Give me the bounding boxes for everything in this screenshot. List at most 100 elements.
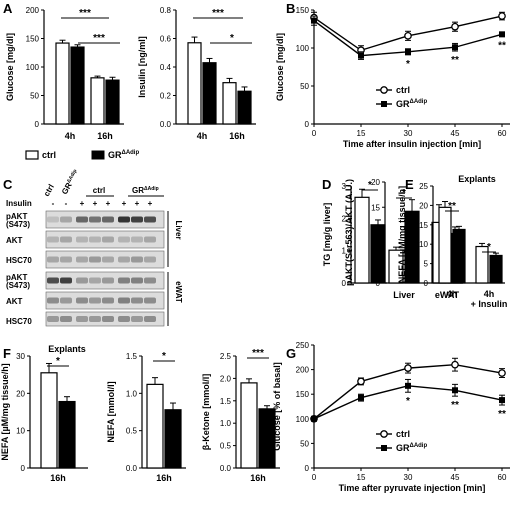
F2-y-tick-label: 1.5 <box>126 352 138 361</box>
A1-bar-ctrl <box>90 77 105 125</box>
D-y-axis-label: TG [mg/g liver] <box>322 203 332 267</box>
D-y-tick-label: 2 <box>342 214 347 223</box>
F2-bar-ctrl <box>146 383 164 469</box>
legend-gr-swatch <box>91 150 105 160</box>
B-legend-gr-marker <box>381 101 387 107</box>
B-point-gr <box>405 48 411 55</box>
blot-band <box>118 256 130 263</box>
F3-y-tick-label: 0.5 <box>220 442 232 451</box>
A1-y-tick-label: 50 <box>30 92 39 101</box>
A1-y-tick-label: 150 <box>26 35 40 44</box>
legend-gr-superscript: ΔAdip <box>122 150 140 156</box>
F3-y-tick-label: 0.0 <box>220 464 232 473</box>
D-y-tick-label: 1 <box>342 247 347 256</box>
F2-significance: * <box>162 351 166 362</box>
G-x-axis-label: Time after pyruvate injection [min] <box>339 483 486 493</box>
blot-insulin-mark: + <box>135 199 140 208</box>
blot-insulin-label: Insulin <box>6 199 32 208</box>
blot-band <box>131 236 143 243</box>
E-y-tick-label: 10 <box>419 240 428 249</box>
blot-insulin-mark: - <box>52 199 55 208</box>
A2-y-tick-label: 0.6 <box>160 35 172 44</box>
blot-band <box>47 316 59 322</box>
legend-ctrl-label: ctrl <box>42 150 56 160</box>
F3-bar-gr <box>258 408 276 469</box>
blot-band <box>60 297 72 304</box>
blot-band <box>60 277 72 284</box>
panel-letter-G: G <box>286 346 296 361</box>
E-bar-gr <box>452 228 466 284</box>
A1-y-tick-label: 100 <box>26 63 40 72</box>
blot-tissue-liver: Liver <box>174 220 183 239</box>
blot-band <box>102 297 114 304</box>
G-legend-ctrl-label: ctrl <box>396 429 410 439</box>
D-y-tick-label: 0 <box>342 279 347 288</box>
D-bar-ctrl <box>354 196 370 284</box>
A1-category-label: 4h <box>65 131 76 141</box>
blot-band <box>144 216 156 223</box>
blot-row-label: AKT <box>6 236 23 245</box>
blot-band <box>89 216 101 223</box>
G-point-ctrl <box>404 364 412 372</box>
A1-bar-ctrl <box>55 42 70 125</box>
F3-y-tick-label: 1.5 <box>220 397 232 406</box>
B-point-gr <box>452 44 458 51</box>
blot-band <box>131 277 143 284</box>
F2-category-label: 16h <box>156 473 172 483</box>
blot-band <box>102 277 114 284</box>
C-bar-gr <box>404 210 420 284</box>
G-y-tick-label: 100 <box>296 415 310 424</box>
G-y-tick-label: 250 <box>296 341 310 350</box>
D-bar-gr <box>370 224 386 284</box>
blot-band <box>144 316 156 322</box>
G-significance: ** <box>451 400 459 411</box>
blot-band <box>89 297 101 304</box>
blot-band <box>118 297 130 304</box>
C-y-tick-label: 20 <box>371 178 380 187</box>
B-x-tick-label: 45 <box>451 129 460 138</box>
blot-row-label: (S473) <box>6 220 30 229</box>
blot-band <box>60 256 72 263</box>
G-significance: ** <box>498 409 506 420</box>
A2-bar-ctrl <box>187 42 202 125</box>
G-x-tick-label: 30 <box>404 473 413 482</box>
A2-bar-gr <box>202 62 217 125</box>
F1-bar-gr <box>58 400 76 469</box>
G-y-tick-label: 50 <box>300 439 309 448</box>
panel-letter-C: C <box>3 177 13 192</box>
A2-significance: *** <box>212 8 224 19</box>
B-y-tick-label: 100 <box>296 44 310 53</box>
blot-band <box>76 216 88 223</box>
blot-insulin-mark: + <box>106 199 111 208</box>
blot-insulin-mark: + <box>80 199 85 208</box>
blot-band <box>102 236 114 243</box>
F2-y-tick-label: 0.0 <box>126 464 138 473</box>
blot-row-label: HSC70 <box>6 317 32 326</box>
G-legend-gr-superscript: ΔAdip <box>410 443 428 449</box>
panel-letter-F: F <box>3 346 11 361</box>
E-category-label: + Insulin <box>471 299 508 309</box>
G-significance: * <box>406 396 410 407</box>
C-y-axis-label: pAKT(Ser563)/AKT (A.U.) <box>344 179 354 286</box>
blot-band <box>60 316 72 322</box>
F3-significance: *** <box>252 348 264 359</box>
blot-band <box>47 236 59 243</box>
G-point-gr <box>311 415 317 422</box>
D-significance: * <box>368 180 372 191</box>
blot-row-label: AKT <box>6 297 23 306</box>
blot-insulin-mark: + <box>122 199 127 208</box>
B-legend-ctrl-label: ctrl <box>396 85 410 95</box>
A2-category-label: 4h <box>197 131 208 141</box>
E-category-label: 4h <box>447 289 458 299</box>
G-point-gr <box>452 387 458 394</box>
A2-bar-ctrl <box>222 82 237 125</box>
blot-band <box>102 216 114 223</box>
G-x-tick-label: 60 <box>498 473 507 482</box>
F3-y-tick-label: 1.0 <box>220 419 232 428</box>
B-y-tick-label: 0 <box>305 120 310 129</box>
C-significance: * <box>402 188 406 199</box>
A2-category-label: 16h <box>229 131 245 141</box>
blot-band <box>76 256 88 263</box>
blot-band <box>144 256 156 263</box>
